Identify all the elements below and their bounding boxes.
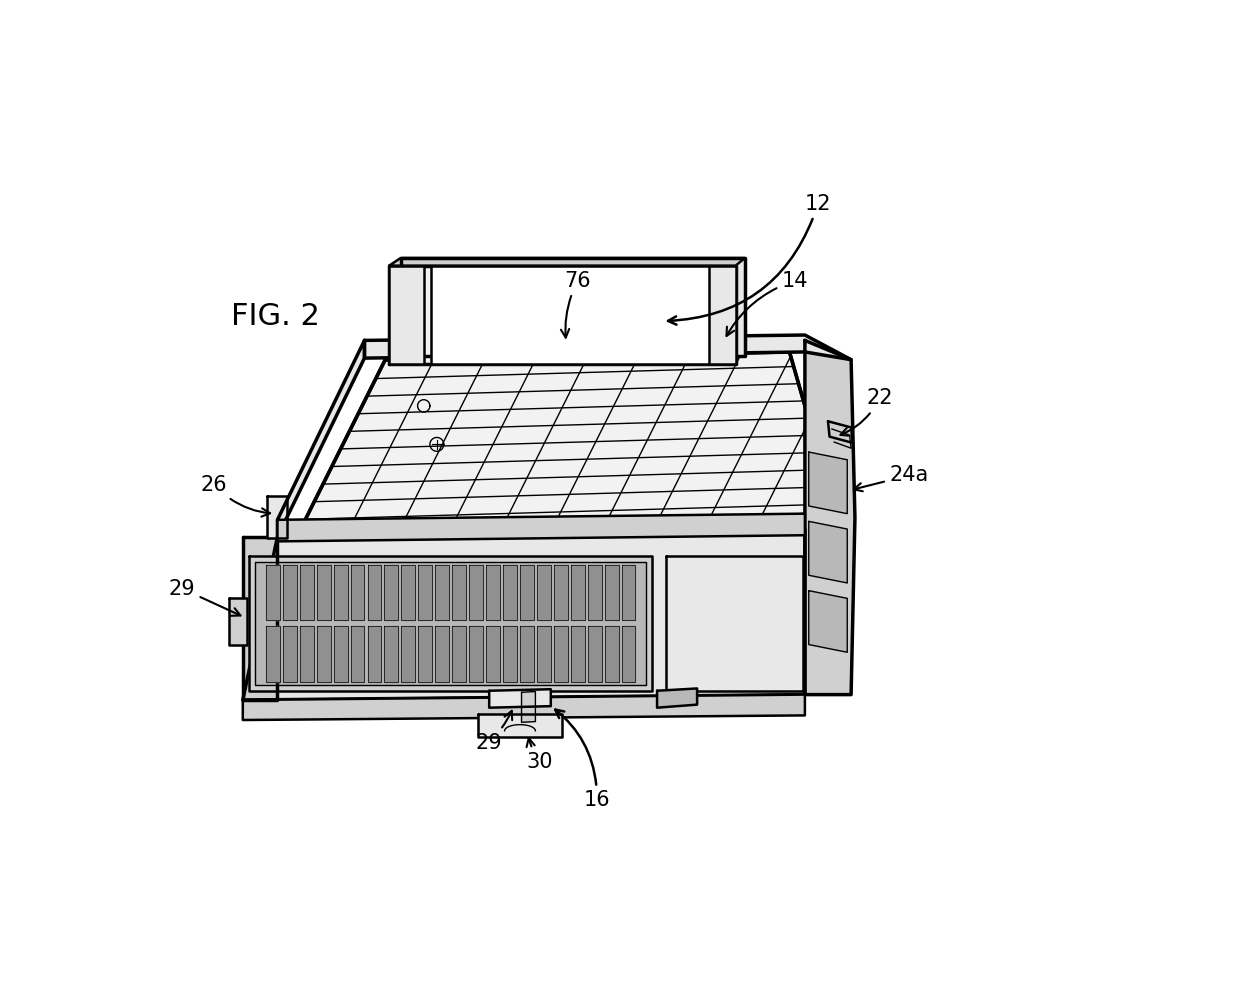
Polygon shape xyxy=(367,626,382,681)
Polygon shape xyxy=(808,591,847,652)
Polygon shape xyxy=(435,626,449,681)
Polygon shape xyxy=(605,626,619,681)
Polygon shape xyxy=(554,565,568,620)
Polygon shape xyxy=(265,626,280,681)
Polygon shape xyxy=(828,421,853,443)
Polygon shape xyxy=(283,626,296,681)
Polygon shape xyxy=(389,266,735,364)
Text: 30: 30 xyxy=(526,738,553,772)
Polygon shape xyxy=(805,341,854,695)
Polygon shape xyxy=(657,688,697,708)
Polygon shape xyxy=(486,626,500,681)
Polygon shape xyxy=(537,626,551,681)
Polygon shape xyxy=(520,626,534,681)
Polygon shape xyxy=(300,565,314,620)
Polygon shape xyxy=(522,691,536,723)
Polygon shape xyxy=(243,536,278,700)
Polygon shape xyxy=(477,714,563,737)
Polygon shape xyxy=(334,626,347,681)
Text: 14: 14 xyxy=(727,270,808,336)
Polygon shape xyxy=(588,565,601,620)
Polygon shape xyxy=(249,556,652,690)
Polygon shape xyxy=(334,565,347,620)
Polygon shape xyxy=(432,266,708,364)
Polygon shape xyxy=(300,352,836,529)
Polygon shape xyxy=(255,562,646,684)
Text: 24a: 24a xyxy=(854,466,929,491)
Polygon shape xyxy=(503,565,517,620)
Text: 16: 16 xyxy=(556,710,610,810)
Polygon shape xyxy=(435,565,449,620)
Polygon shape xyxy=(243,695,805,720)
Polygon shape xyxy=(365,335,851,360)
Polygon shape xyxy=(402,565,415,620)
Polygon shape xyxy=(351,626,365,681)
Text: 12: 12 xyxy=(668,194,831,325)
Polygon shape xyxy=(808,452,847,514)
Polygon shape xyxy=(418,565,433,620)
Polygon shape xyxy=(469,626,484,681)
Polygon shape xyxy=(554,626,568,681)
Polygon shape xyxy=(520,565,534,620)
Polygon shape xyxy=(621,626,635,681)
Text: 26: 26 xyxy=(201,475,270,517)
Text: 22: 22 xyxy=(841,388,893,435)
Polygon shape xyxy=(351,565,365,620)
Polygon shape xyxy=(621,565,635,620)
Polygon shape xyxy=(389,258,745,266)
Polygon shape xyxy=(384,565,398,620)
Polygon shape xyxy=(278,514,805,541)
Polygon shape xyxy=(537,565,551,620)
Polygon shape xyxy=(243,529,805,700)
Polygon shape xyxy=(229,599,247,644)
Polygon shape xyxy=(268,496,288,538)
Polygon shape xyxy=(401,258,745,356)
Polygon shape xyxy=(503,626,517,681)
Polygon shape xyxy=(283,565,296,620)
Polygon shape xyxy=(278,341,365,536)
Polygon shape xyxy=(384,626,398,681)
Polygon shape xyxy=(490,689,551,708)
Polygon shape xyxy=(588,626,601,681)
Polygon shape xyxy=(265,565,280,620)
Polygon shape xyxy=(453,565,466,620)
Polygon shape xyxy=(300,626,314,681)
Polygon shape xyxy=(316,565,331,620)
Polygon shape xyxy=(367,565,382,620)
Polygon shape xyxy=(402,626,415,681)
Polygon shape xyxy=(808,521,847,583)
Text: 29: 29 xyxy=(476,711,512,753)
Polygon shape xyxy=(469,565,484,620)
Polygon shape xyxy=(418,626,433,681)
Polygon shape xyxy=(570,565,585,620)
Text: 76: 76 xyxy=(560,270,591,338)
Polygon shape xyxy=(605,565,619,620)
Polygon shape xyxy=(701,266,735,364)
Polygon shape xyxy=(389,266,424,364)
Text: 29: 29 xyxy=(169,579,241,616)
Polygon shape xyxy=(486,565,500,620)
Polygon shape xyxy=(453,626,466,681)
Polygon shape xyxy=(570,626,585,681)
Polygon shape xyxy=(316,626,331,681)
Polygon shape xyxy=(666,556,804,690)
Text: FIG. 2: FIG. 2 xyxy=(231,302,320,331)
